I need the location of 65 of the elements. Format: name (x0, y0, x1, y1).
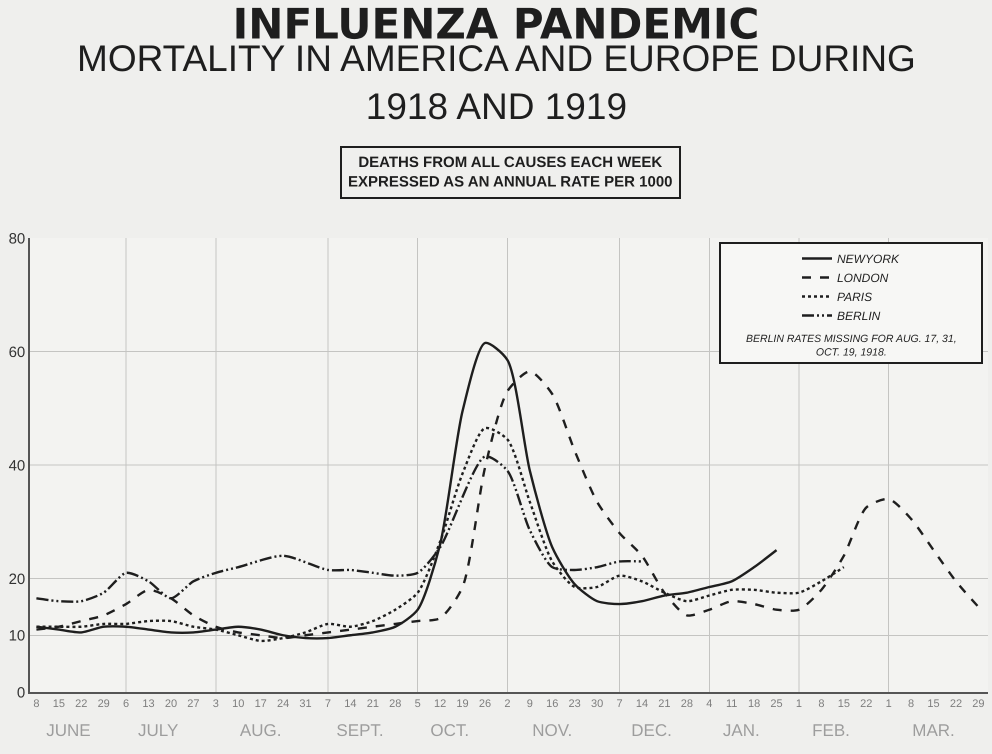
x2-tick-label: JULY (138, 721, 178, 740)
x-tick-label: 27 (187, 698, 200, 710)
x2-tick-label: DEC. (631, 721, 672, 740)
x-tick-label: 28 (680, 698, 693, 710)
x-tick-label: 25 (770, 698, 783, 710)
legend-label: LONDON (837, 271, 889, 286)
x2-tick-label: NOV. (532, 721, 572, 740)
x-tick-label: 1 (886, 698, 892, 710)
x-tick-label: 31 (299, 698, 312, 710)
x-tick-label: 14 (636, 698, 648, 710)
y-tick-label: 0 (16, 684, 26, 702)
x-tick-label: 24 (276, 698, 290, 710)
y-tick-label: 80 (8, 230, 26, 248)
x-tick-label: 8 (818, 698, 824, 710)
y-tick-label: 40 (8, 457, 26, 474)
x-tick-label: 1 (796, 698, 802, 710)
x-tick-label: 20 (164, 698, 178, 710)
y-tick-label: 10 (8, 628, 26, 644)
x2-tick-label: JUNE (46, 721, 91, 740)
x-tick-label: 22 (860, 698, 872, 710)
x-tick-label: 16 (546, 698, 558, 710)
x-tick-label: 28 (389, 698, 402, 710)
annotation: BERLIN RATES MISSING FOR AUG. 17, 31, OCT. 19, 1918. (746, 333, 957, 359)
x-tick-label: 14 (344, 698, 357, 710)
x-tick-label: 12 (434, 698, 446, 710)
x-tick-label: 2 (504, 698, 510, 710)
x-tick-label: 8 (908, 698, 914, 710)
x-tick-label: 11 (726, 698, 738, 710)
x-tick-label: 30 (590, 698, 604, 710)
x-tick-label: 7 (324, 698, 332, 710)
x-tick-label: 6 (123, 698, 130, 710)
text: DEATHS FROM ALL CAUSES EACH WEEK EXPRESSED AS AN ANNUAL RATE PER 1000 (348, 154, 673, 190)
x-tick-label: 7 (616, 698, 623, 710)
legend-label: NEWYORK (837, 252, 900, 266)
x-tick-label: 15 (52, 698, 65, 710)
legend-label: BERLIN (837, 309, 881, 324)
x-tick-label: 9 (526, 698, 533, 710)
x-tick-label: 18 (748, 698, 760, 710)
x-tick-label: 22 (950, 698, 962, 710)
x2-tick-label: OCT. (430, 721, 470, 740)
x-tick-label: 21 (658, 698, 671, 710)
x2-tick-label: MAR. (912, 721, 955, 740)
x-tick-label: 15 (927, 698, 940, 710)
x-tick-label: 17 (254, 698, 267, 710)
y-tick-label: 60 (8, 344, 26, 361)
x2-tick-label: SEPT. (336, 721, 384, 740)
x-tick-label: 22 (75, 698, 88, 710)
x-tick-label: 15 (838, 698, 850, 710)
x-tick-label: 10 (232, 698, 244, 710)
y-tick-label: 20 (8, 570, 26, 588)
x-tick-label: 29 (972, 698, 985, 710)
x-tick-label: 23 (568, 698, 581, 710)
legend-label: PARIS (837, 290, 872, 304)
x-tick-label: 21 (366, 698, 379, 710)
x-tick-label: 4 (706, 698, 712, 710)
x-tick-label: 26 (478, 698, 492, 710)
x-tick-label: 29 (98, 698, 110, 710)
x-tick-label: 19 (456, 698, 469, 710)
x-tick-label: 5 (414, 698, 421, 710)
x2-tick-label: JAN. (722, 721, 760, 740)
x-tick-label: 3 (212, 698, 219, 710)
x2-tick-label: AUG. (240, 721, 282, 740)
x-tick-label: 13 (142, 698, 155, 710)
x2-tick-label: FEB. (812, 721, 850, 740)
x-tick-label: 8 (33, 698, 40, 710)
